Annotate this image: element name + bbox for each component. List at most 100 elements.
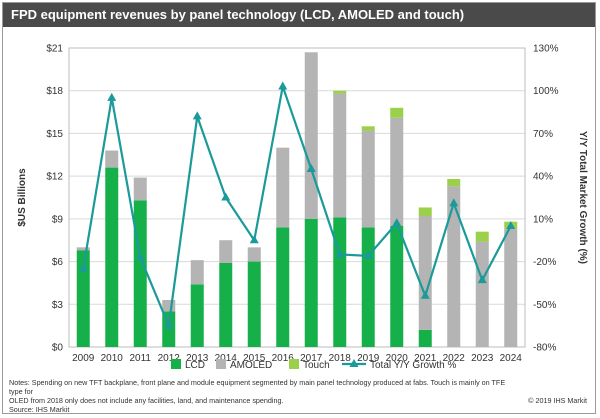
amoled-bar <box>162 300 176 312</box>
y2-tick-label: -80% <box>533 343 556 354</box>
growth-marker <box>192 111 202 120</box>
legend-lcd-swatch <box>171 359 181 369</box>
growth-marker <box>249 235 259 244</box>
x-tick-label: 2015 <box>243 353 266 364</box>
x-tick-label: 2019 <box>357 353 380 364</box>
x-tick-label: 2012 <box>158 353 181 364</box>
lcd-bar <box>219 262 233 347</box>
lcd-bar <box>105 167 119 347</box>
chart-canvas: $0 $3 $6 $9 $12 $15 $18 $21 -80% -50% -20% 10% 40% 70… <box>17 44 588 372</box>
y2-tick-label: -50% <box>533 300 556 311</box>
y-tick-label: $3 <box>52 300 64 311</box>
x-tick-label: 2022 <box>443 353 466 364</box>
lcd-bar <box>76 250 90 347</box>
growth-marker <box>107 92 117 101</box>
touch-bar <box>361 126 375 131</box>
x-tick-label: 2020 <box>386 353 409 364</box>
y-tick-label: $12 <box>46 172 63 183</box>
growth-marker <box>506 220 516 229</box>
lcd-bar <box>418 329 432 347</box>
legend-lcd: LCD <box>171 359 205 371</box>
lcd-bar <box>247 261 261 347</box>
amoled-bar <box>333 93 347 218</box>
y-tick-label: $0 <box>52 343 64 354</box>
legend-amoled-swatch <box>216 359 226 369</box>
amoled-bar <box>105 150 119 168</box>
copyright: © 2019 IHS Markit <box>528 396 587 405</box>
legend-growth: Total Y/Y Growth % <box>342 359 456 371</box>
y-tick-label: $21 <box>46 44 63 55</box>
lcd-bar <box>190 284 204 347</box>
x-tick-label: 2011 <box>129 353 151 364</box>
lcd-bar <box>304 218 318 347</box>
chart-title: FPD equipment revenues by panel technolo… <box>3 3 595 27</box>
amoled-bar <box>76 247 90 251</box>
x-tick-label: 2009 <box>72 353 95 364</box>
legend-touch: Touch <box>289 359 330 371</box>
y2-tick-label: 100% <box>533 86 559 97</box>
lcd-bar <box>390 225 404 347</box>
x-tick-label: 2010 <box>101 353 124 364</box>
chart-frame: FPD equipment revenues by panel technolo… <box>2 2 596 414</box>
y-tick-label: $9 <box>52 214 64 225</box>
amoled-bar <box>276 147 290 228</box>
amoled-bar <box>418 216 432 330</box>
growth-marker <box>278 81 288 90</box>
notes-line-1: Notes: Spending on new TFT backplane, fr… <box>9 378 506 396</box>
amoled-bar <box>475 241 489 347</box>
amoled-bar <box>304 52 318 219</box>
lcd-bar <box>361 227 375 347</box>
amoled-bar <box>504 228 518 347</box>
y-axis-title: $US Billions <box>17 168 28 227</box>
lcd-bar <box>133 200 147 347</box>
legend-touch-swatch <box>289 359 299 369</box>
growth-marker <box>449 198 459 207</box>
growth-marker <box>363 250 373 259</box>
x-tick-label: 2023 <box>471 353 494 364</box>
amoled-bar <box>190 260 204 285</box>
amoled-bar <box>247 247 261 262</box>
y-tick-label: $6 <box>52 257 64 268</box>
y2-tick-label: 70% <box>533 129 553 140</box>
amoled-bar <box>390 117 404 226</box>
notes-line-2: OLED from 2018 only does not include any… <box>9 396 284 405</box>
touch-bar <box>333 90 347 94</box>
source-line: Source: IHS Markit <box>9 405 70 414</box>
lcd-bar <box>276 227 290 347</box>
x-tick-label: 2021 <box>414 353 437 364</box>
y2-tick-label: -20% <box>533 257 556 268</box>
x-tick-label: 2018 <box>329 353 352 364</box>
touch-bar <box>418 207 432 217</box>
growth-marker <box>477 275 487 284</box>
growth-marker <box>392 218 402 227</box>
x-tick-label: 2017 <box>300 353 323 364</box>
amoled-bar <box>447 186 461 347</box>
y2-tick-label: 10% <box>533 214 553 225</box>
chart-notes: Notes: Spending on new TFT backplane, fr… <box>9 378 519 414</box>
growth-marker <box>164 320 174 329</box>
touch-bar <box>390 107 404 118</box>
growth-marker <box>135 252 145 261</box>
legend-amoled: AMOLED <box>216 359 272 371</box>
legend-growth-label: Total Y/Y Growth % <box>370 360 456 371</box>
x-tick-label: 2013 <box>186 353 209 364</box>
amoled-bar <box>133 177 147 201</box>
plot-border <box>68 47 526 348</box>
legend-growth-marker <box>349 359 359 367</box>
touch-bar <box>447 178 461 187</box>
legend-lcd-label: LCD <box>185 360 205 371</box>
touch-bar <box>475 231 489 242</box>
x-tick-label: 2016 <box>272 353 295 364</box>
x-tick-label: 2024 <box>500 353 523 364</box>
y2-tick-label: 130% <box>533 44 559 55</box>
y2-axis-title: Y/Y Total Market Growth (%) <box>577 131 588 264</box>
lcd-bar <box>333 217 347 347</box>
legend-touch-label: Touch <box>303 360 330 371</box>
amoled-bar <box>361 130 375 228</box>
growth-marker <box>221 192 231 201</box>
growth-marker <box>306 164 316 173</box>
growth-marker <box>420 290 430 299</box>
y-tick-label: $15 <box>46 129 63 140</box>
x-tick-label: 2014 <box>215 353 238 364</box>
growth-marker <box>78 263 88 272</box>
